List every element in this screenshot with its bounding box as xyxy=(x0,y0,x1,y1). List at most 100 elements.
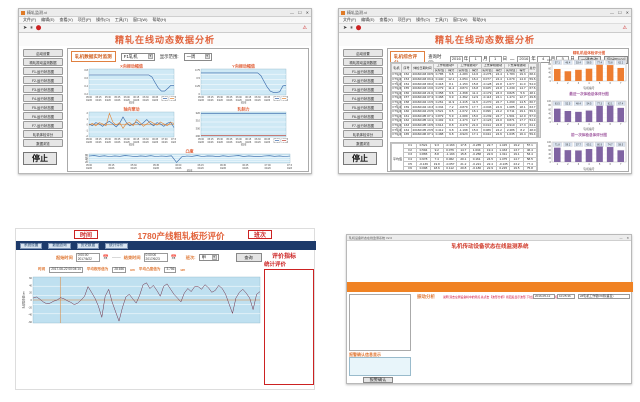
menu-item[interactable]: 帮助(H) xyxy=(472,17,487,22)
minimize-button[interactable]: — xyxy=(290,10,295,15)
sidebar-item[interactable]: F1-运行状态图 xyxy=(23,67,63,75)
sidebar-item[interactable]: 数据浏览 xyxy=(343,139,383,147)
run-icon[interactable]: ➤ xyxy=(23,25,28,31)
time-filter-row: 起始时间 0:00:00 2017/6/22 📅 —— 结束时间 0:00:00 2… xyxy=(56,253,262,263)
svg-text:04/26: 04/26 xyxy=(220,167,227,170)
pause-icon[interactable]: ⏸ xyxy=(30,25,33,31)
sidebar-item[interactable]: F1-运行状态图 xyxy=(343,67,383,75)
menu-item[interactable]: 查看(V) xyxy=(59,17,73,22)
svg-text:05:30: 05:30 xyxy=(105,138,112,141)
table-row[interactable]: F7轧机 164 20160105 23:58 0.412 9.8 -1.198 15.0 0… xyxy=(391,127,537,133)
svg-text:05:30: 05:30 xyxy=(105,96,112,99)
table-row[interactable]: F6 0.098 18.6 0.112 20.8 -0.180 22.9 0.215 19.5 7… xyxy=(392,166,537,170)
stop-button[interactable]: 停止 xyxy=(343,152,377,165)
menu-item[interactable]: 编辑(E) xyxy=(361,17,375,22)
minimize-button[interactable]: — xyxy=(619,235,623,240)
search-button[interactable]: 查询 xyxy=(235,253,262,263)
svg-text:60: 60 xyxy=(548,67,551,70)
stop-icon[interactable]: ⬤ xyxy=(355,25,362,31)
menu-item[interactable]: 项目(P) xyxy=(397,17,412,22)
minimize-button[interactable]: — xyxy=(610,10,615,15)
title-bar[interactable]: 精轧监测.vi — ☐ ✕ xyxy=(339,9,631,17)
menu-item[interactable]: 文件(F) xyxy=(343,17,357,22)
table-row[interactable]: F7轧机 158 20160104 13:57 0.261 11.9 -1.415 11.5… xyxy=(391,99,537,106)
sidebar-item[interactable]: F2-运行状态图 xyxy=(23,76,63,84)
stop-button[interactable]: 停止 xyxy=(23,152,57,165)
close-button[interactable]: ✕ xyxy=(625,10,629,15)
calendar-icon[interactable]: 📅 xyxy=(102,254,109,261)
table-row[interactable]: F7轧机 165 20160106 07:18 0.488 9.8 -0.923 17.1 0… xyxy=(391,131,537,137)
table-row[interactable]: F4 0.978 7.4 0.062 20.1 0.161 24.5 1.475 14.7 58.… xyxy=(392,156,537,163)
title-bar[interactable]: 精轧监测.vi — ☐ ✕ xyxy=(19,9,311,17)
menu-item[interactable]: 查看(V) xyxy=(379,17,393,22)
svg-text:05:15: 05:15 xyxy=(207,96,214,99)
sidebar-item[interactable]: 精轧振动监测数据 xyxy=(23,58,63,66)
table-scrollbar[interactable] xyxy=(538,62,541,138)
sidebar-item[interactable]: 启动设置 xyxy=(343,49,383,57)
sidebar-item[interactable]: F6-运行状态图 xyxy=(343,112,383,120)
title-bar[interactable]: 轧机设备状态在线监测系统 V2.0 — ✕ xyxy=(347,235,631,241)
date-box[interactable]: 2016-05-12 xyxy=(533,294,555,300)
alarm-ack-button[interactable]: 报警确认 xyxy=(363,377,393,383)
sidebar-item[interactable]: 启动设置 xyxy=(23,49,63,57)
end-time-input[interactable]: 0:00:00 2017/6/23 xyxy=(143,253,168,263)
tab-数据查询[interactable]: 数据查询 xyxy=(48,242,71,249)
mill-select[interactable]: F1轧机 ▾ xyxy=(120,52,155,61)
tab-统计评价[interactable]: 统计评价 xyxy=(105,242,128,249)
window-title: 精轧监测.vi xyxy=(27,9,47,15)
sidebar-item[interactable]: F3-运行状态图 xyxy=(23,85,63,93)
table-row[interactable]: F2 0.594 9.2 0.076 14.7 1.034 19.4 1.433 13.7 46.… xyxy=(392,147,537,154)
pause-icon[interactable]: ⏸ xyxy=(350,25,353,31)
maximize-button[interactable]: ☐ xyxy=(298,10,302,15)
table-row[interactable]: F7轧机 157 20160104 07:42 0.468 9.9 -1.362 12.9-… xyxy=(391,95,537,101)
svg-text:58.5: 58.5 xyxy=(587,62,592,65)
sidebar-item[interactable]: F2-运行状态图 xyxy=(343,76,383,84)
sidebar-item[interactable]: F3-运行状态图 xyxy=(343,85,383,93)
shift-select[interactable]: 甲 ▾ xyxy=(198,254,219,262)
svg-text:04/26: 04/26 xyxy=(86,99,93,102)
stop-icon[interactable]: ⬤ xyxy=(35,25,42,31)
date-spinbox[interactable]: 4 xyxy=(536,56,550,63)
time-box[interactable]: 10:25:36 xyxy=(557,294,575,300)
close-button[interactable]: ✕ xyxy=(305,10,309,15)
sidebar-item[interactable]: F5-运行状态图 xyxy=(343,103,383,111)
sidebar-item[interactable]: 轧机体检评分 xyxy=(343,130,383,138)
svg-text:05:15: 05:15 xyxy=(207,138,214,141)
table-row[interactable]: F5 -0.139 19.8 -0.057 21.2 -0.221 22.4 -0.135 23… xyxy=(392,161,537,167)
sidebar-item[interactable]: 轧机体检评分 xyxy=(23,130,63,138)
menu-item[interactable]: 操作(O) xyxy=(96,17,110,22)
status-label: 平均凸度值为 xyxy=(138,267,161,272)
menu-item[interactable]: 项目(P) xyxy=(77,17,92,22)
menu-item[interactable]: 工具(T) xyxy=(434,17,449,22)
menu-item[interactable]: 窗口(W) xyxy=(133,17,148,22)
svg-text:轴向窜动: 轴向窜动 xyxy=(124,106,140,112)
menu-item[interactable]: 文件(F) xyxy=(23,17,37,22)
sidebar-item[interactable]: F7-运行状态图 xyxy=(23,121,63,129)
run-icon[interactable]: ➤ xyxy=(343,25,348,31)
menu-item[interactable]: 操作(O) xyxy=(416,17,430,22)
calendar-icon[interactable]: 📅 xyxy=(170,254,177,261)
sidebar-item[interactable]: F5-运行状态图 xyxy=(23,103,63,111)
menu-item[interactable]: 窗口(W) xyxy=(453,17,468,22)
sidebar-item[interactable]: 精轧振动监测数据 xyxy=(343,58,383,66)
measure-point-box[interactable]: 2#轧机工作辊DS侧(垂直) xyxy=(578,294,630,300)
range-select[interactable]: 一周 ▾ xyxy=(183,52,212,61)
close-button[interactable]: ✕ xyxy=(626,235,629,240)
sidebar-item[interactable]: F6-运行状态图 xyxy=(23,112,63,120)
sidebar-item[interactable]: F4-运行状态图 xyxy=(343,94,383,102)
tab-系统设置[interactable]: 系统设置 xyxy=(20,242,43,249)
menu-item[interactable]: 工具(T) xyxy=(114,17,129,22)
bar-chart-slot: 前一次体检总体评分图 100 80 60 40 20 0 71.8 1 59.2 2 57.7 3 65.… xyxy=(544,132,628,176)
table-row[interactable]: F7轧机 160 20160104 23:51 0.521 9.5 -1.072 16.1 0… xyxy=(391,108,537,115)
sidebar-item[interactable]: F4-运行状态图 xyxy=(23,94,63,102)
sidebar-item[interactable]: F7-运行状态图 xyxy=(343,121,383,129)
sidebar-item[interactable]: 数据浏览 xyxy=(23,139,63,147)
svg-text:20: 20 xyxy=(29,291,32,295)
menu-item[interactable]: 编辑(E) xyxy=(41,17,55,22)
svg-text:40: 40 xyxy=(548,72,551,75)
tab-历史数据[interactable]: 历史数据 xyxy=(76,242,100,249)
maximize-button[interactable]: ☐ xyxy=(618,10,622,15)
start-time-input[interactable]: 0:00:00 2017/6/22 xyxy=(75,253,100,263)
menu-item[interactable]: 帮助(H) xyxy=(152,17,167,22)
chart-slot: X向振动幅值 0.8 0.6 0.4 0.2 05:00 04/26 05:15 04/26 05… xyxy=(80,63,177,109)
